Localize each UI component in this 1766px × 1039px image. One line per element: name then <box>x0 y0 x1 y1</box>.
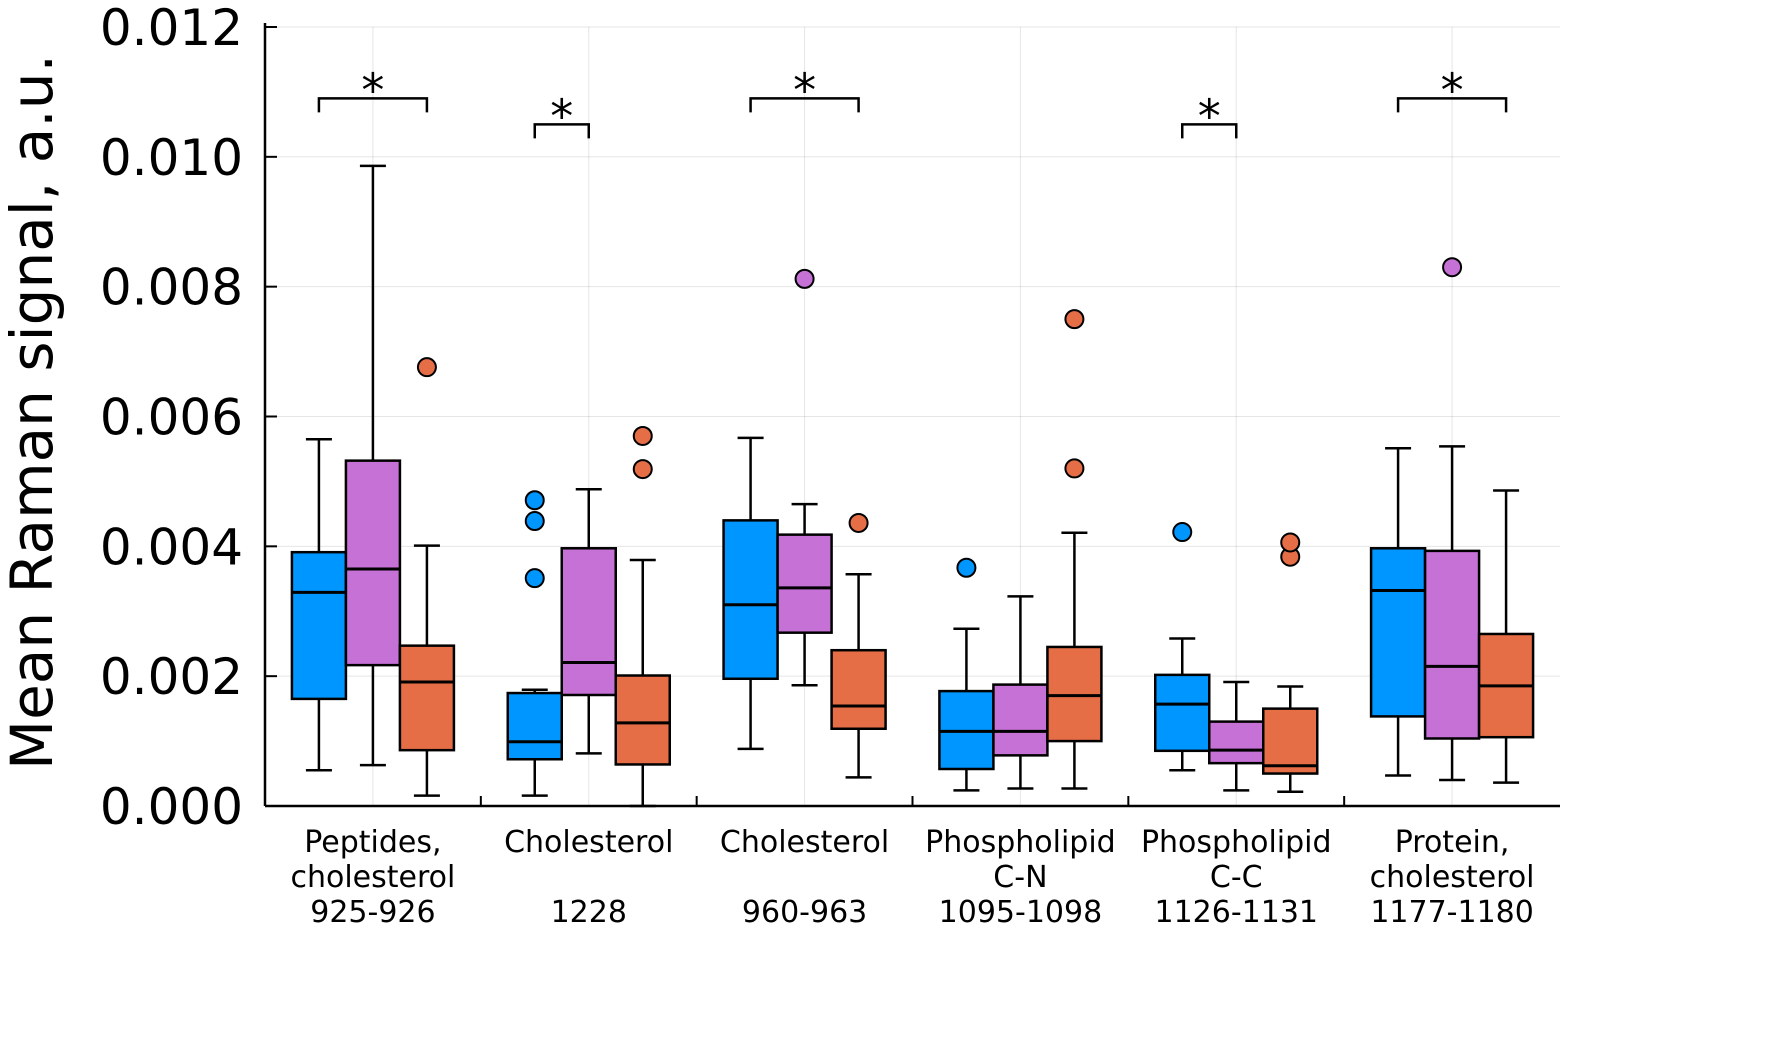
x-category-label: Cholesterol <box>504 825 673 860</box>
y-tick-label: 0.000 <box>100 778 243 836</box>
box-group <box>1154 522 1211 772</box>
box-group <box>1262 532 1319 793</box>
box-group <box>560 487 617 755</box>
boxes-layer <box>290 164 1535 808</box>
box-group <box>1423 257 1481 782</box>
bracket-line <box>533 123 590 139</box>
box-body <box>830 648 887 730</box>
box-group <box>1046 309 1103 790</box>
outlier-point <box>524 568 545 589</box>
box-body <box>1369 547 1427 718</box>
axes: 0.000 0.002 0.004 0.006 0.008 0.010 0.012 Pepti… <box>100 0 1560 930</box>
significance-brackets: * * * * * <box>317 63 1508 143</box>
box-group <box>938 557 995 792</box>
significance-bracket: * <box>317 63 429 117</box>
outlier-point <box>1064 458 1085 479</box>
box-group <box>992 595 1049 790</box>
outlier-point <box>1172 522 1193 543</box>
y-tick-label: 0.012 <box>100 0 243 57</box>
significance-star: * <box>550 89 573 143</box>
box-group <box>1369 447 1427 777</box>
significance-star: * <box>1441 63 1464 117</box>
significance-star: * <box>1198 89 1221 143</box>
box-body <box>1154 673 1211 753</box>
outlier-point <box>794 268 815 289</box>
box-group <box>776 268 833 687</box>
box-group <box>1477 489 1535 784</box>
x-category-label: Cholesterol <box>720 825 889 860</box>
x-category-label: 960-963 <box>742 895 867 930</box>
bracket-line <box>1396 97 1508 113</box>
box-group <box>398 357 456 797</box>
x-category-label: Protein, <box>1395 825 1510 860</box>
grid-lines <box>265 26 1560 806</box>
bracket-line <box>749 97 860 113</box>
box-group <box>344 164 402 767</box>
x-category-label: 1177-1180 <box>1370 895 1534 930</box>
x-category-label: 1095-1098 <box>939 895 1103 930</box>
y-tick-label: 0.004 <box>100 518 243 576</box>
outlier-point <box>524 490 545 511</box>
box-body <box>344 459 402 667</box>
bracket-line <box>1181 123 1238 139</box>
outlier-point <box>416 357 437 378</box>
outlier-point <box>1280 532 1301 553</box>
x-category-label: Phospholipid <box>925 825 1116 860</box>
x-category-label: Phospholipid <box>1141 825 1332 860</box>
box-body <box>560 547 617 697</box>
x-category-label: 1228 <box>551 895 627 930</box>
significance-star: * <box>793 63 816 117</box>
x-category-label: C-N <box>993 860 1047 895</box>
outlier-point <box>848 512 869 533</box>
y-tick-label: 0.008 <box>100 259 243 317</box>
box-body <box>1423 549 1481 740</box>
box-body <box>722 519 779 681</box>
x-category-label: cholesterol <box>290 860 455 895</box>
x-category-label: cholesterol <box>1370 860 1535 895</box>
y-axis-title: Mean Raman signal, a.u. <box>0 54 66 770</box>
y-tick-label: 0.006 <box>100 389 243 447</box>
box-group <box>614 425 671 808</box>
bracket-line <box>317 97 429 113</box>
box-body <box>1046 645 1103 743</box>
x-category-label: 925-926 <box>310 895 435 930</box>
y-tick-label: 0.010 <box>100 129 243 187</box>
box-group <box>830 512 887 779</box>
box-body <box>992 683 1049 757</box>
outlier-point <box>524 511 545 532</box>
significance-bracket: * <box>533 89 590 143</box>
box-group <box>722 436 779 751</box>
outlier-point <box>632 459 653 480</box>
box-body <box>398 644 456 752</box>
y-tick-label: 0.002 <box>100 648 243 706</box>
box-body <box>506 691 563 761</box>
outlier-point <box>632 425 653 446</box>
box-group <box>506 490 563 797</box>
significance-bracket: * <box>1396 63 1508 117</box>
box-body <box>1262 707 1319 775</box>
outlier-point <box>1064 309 1085 330</box>
significance-star: * <box>361 63 384 117</box>
x-category-label: Peptides, <box>304 825 441 860</box>
box-body <box>776 533 833 634</box>
box-group <box>290 437 348 772</box>
x-category-label: C-C <box>1210 860 1263 895</box>
box-group <box>1208 680 1265 792</box>
significance-bracket: * <box>749 63 860 117</box>
box-body <box>614 674 671 766</box>
outlier-point <box>956 557 977 578</box>
outlier-point <box>1442 257 1463 278</box>
x-category-label: 1126-1131 <box>1154 895 1318 930</box>
box-body <box>1208 720 1265 765</box>
significance-bracket: * <box>1181 89 1238 143</box>
box-body <box>290 550 348 701</box>
